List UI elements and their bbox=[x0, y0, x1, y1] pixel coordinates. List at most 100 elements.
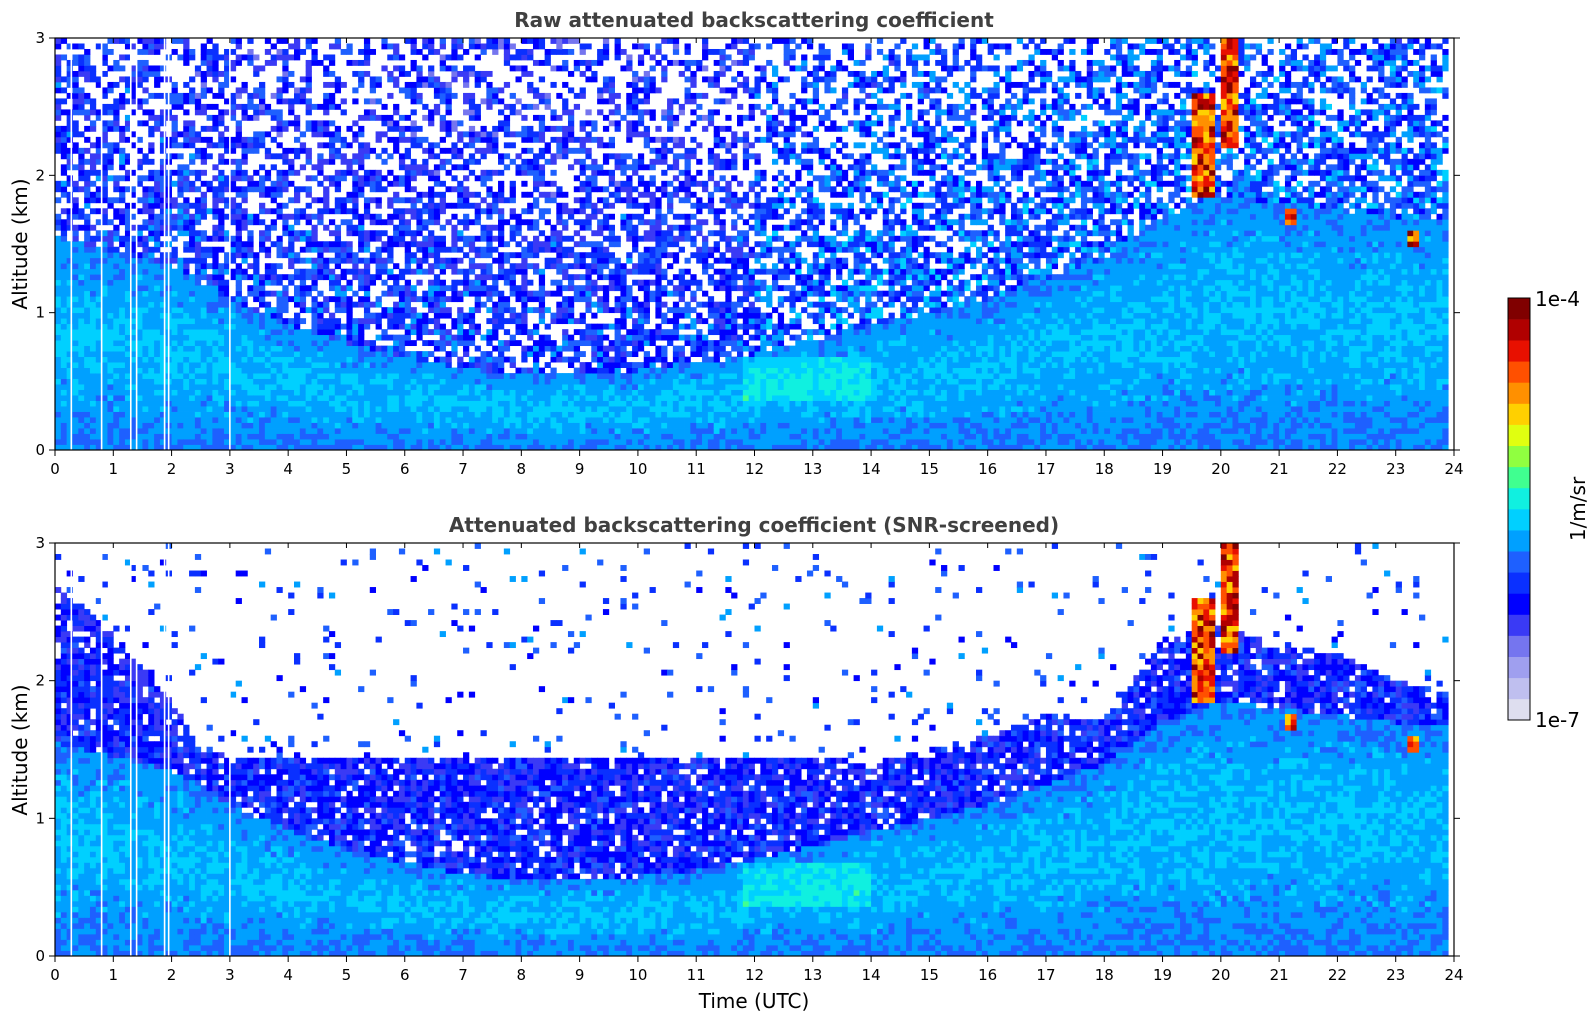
heatmap-cell bbox=[428, 76, 435, 83]
heatmap-cell bbox=[282, 296, 289, 303]
heatmap-cell bbox=[177, 428, 184, 434]
heatmap-cell bbox=[148, 356, 155, 363]
heatmap-cell bbox=[503, 54, 511, 61]
heatmap-cell bbox=[136, 279, 143, 286]
heatmap-cell bbox=[159, 186, 167, 193]
heatmap-cell bbox=[381, 158, 388, 165]
heatmap-cell bbox=[159, 422, 167, 429]
heatmap-cell bbox=[194, 384, 202, 390]
heatmap-cell bbox=[486, 384, 493, 390]
heatmap-cell bbox=[305, 290, 312, 297]
heatmap-cell bbox=[84, 345, 91, 352]
heatmap-cell bbox=[463, 428, 470, 434]
heatmap-cell bbox=[468, 290, 476, 297]
heatmap-cell bbox=[369, 318, 377, 325]
heatmap-cell bbox=[218, 334, 225, 341]
heatmap-cell bbox=[130, 395, 138, 401]
heatmap-cell bbox=[84, 257, 91, 264]
heatmap-cell bbox=[591, 411, 598, 418]
heatmap-cell bbox=[463, 175, 470, 182]
heatmap-cell bbox=[463, 197, 470, 204]
heatmap-cell bbox=[107, 411, 114, 418]
heatmap-cell bbox=[387, 334, 394, 341]
heatmap-cell bbox=[544, 125, 551, 132]
heatmap-cell bbox=[521, 219, 528, 226]
heatmap-cell bbox=[439, 202, 446, 209]
heatmap-cell bbox=[171, 329, 178, 336]
heatmap-cell bbox=[189, 54, 196, 61]
heatmap-cell bbox=[282, 81, 289, 88]
heatmap-cell bbox=[358, 323, 365, 330]
heatmap-cell bbox=[130, 323, 138, 330]
heatmap-cell bbox=[95, 367, 103, 374]
heatmap-cell bbox=[334, 136, 342, 143]
heatmap-cell bbox=[78, 153, 85, 160]
heatmap-cell bbox=[486, 373, 493, 379]
heatmap-cell bbox=[294, 389, 301, 396]
heatmap-cell bbox=[457, 323, 464, 330]
heatmap-cell bbox=[130, 252, 138, 259]
heatmap-cell bbox=[282, 48, 289, 55]
heatmap-cell bbox=[492, 197, 499, 204]
heatmap-cell bbox=[148, 65, 155, 72]
heatmap-cell bbox=[276, 263, 283, 270]
heatmap-cell bbox=[241, 197, 248, 204]
heatmap-cell bbox=[55, 351, 62, 358]
heatmap-cell bbox=[328, 296, 336, 303]
heatmap-cell bbox=[492, 400, 499, 407]
heatmap-cell bbox=[235, 312, 242, 319]
heatmap-cell bbox=[468, 395, 476, 401]
heatmap-cell bbox=[229, 389, 237, 396]
heatmap-cell bbox=[247, 329, 254, 336]
heatmap-cell bbox=[224, 230, 231, 237]
heatmap-cell bbox=[84, 411, 91, 418]
heatmap-cell bbox=[60, 301, 68, 308]
heatmap-cell bbox=[189, 378, 196, 385]
heatmap-cell bbox=[136, 230, 143, 237]
heatmap-cell bbox=[55, 406, 62, 412]
heatmap-cell bbox=[171, 345, 178, 352]
heatmap-cell bbox=[352, 180, 359, 187]
heatmap-cell bbox=[218, 411, 225, 418]
heatmap-cell bbox=[224, 257, 231, 264]
heatmap-cell bbox=[235, 433, 242, 440]
heatmap-cell bbox=[544, 307, 551, 314]
heatmap-cell bbox=[422, 290, 429, 297]
heatmap-cell bbox=[189, 202, 196, 209]
heatmap-cell bbox=[101, 356, 108, 363]
heatmap-cell bbox=[352, 400, 359, 407]
heatmap-cell bbox=[276, 131, 283, 138]
heatmap-cell bbox=[107, 367, 114, 374]
heatmap-cell bbox=[515, 285, 522, 292]
heatmap-cell bbox=[480, 70, 487, 77]
heatmap-cell bbox=[509, 142, 516, 149]
heatmap-cell bbox=[358, 318, 365, 325]
heatmap-cell bbox=[148, 362, 155, 368]
heatmap-cell bbox=[60, 109, 68, 116]
heatmap-cell bbox=[538, 400, 546, 407]
heatmap-cell bbox=[270, 92, 277, 99]
heatmap-cell bbox=[288, 257, 295, 264]
heatmap-cell bbox=[101, 329, 108, 336]
heatmap-cell bbox=[183, 433, 190, 440]
heatmap-cell bbox=[247, 186, 254, 193]
heatmap-cell bbox=[562, 400, 569, 407]
heatmap-cell bbox=[410, 356, 417, 363]
heatmap-cell bbox=[387, 323, 394, 330]
heatmap-cell bbox=[410, 422, 417, 429]
heatmap-cell bbox=[538, 351, 546, 358]
heatmap-cell bbox=[136, 235, 143, 242]
heatmap-cell bbox=[323, 197, 330, 204]
heatmap-cell bbox=[95, 147, 103, 154]
heatmap-cell bbox=[206, 136, 213, 143]
heatmap-cell bbox=[113, 362, 120, 368]
heatmap-cell bbox=[84, 406, 91, 412]
heatmap-cell bbox=[334, 131, 342, 138]
heatmap-cell bbox=[124, 186, 132, 193]
heatmap-cell bbox=[521, 147, 528, 154]
heatmap-cell bbox=[148, 439, 155, 445]
heatmap-cell bbox=[503, 340, 511, 347]
heatmap-cell bbox=[428, 285, 435, 292]
heatmap-cell bbox=[492, 98, 499, 105]
heatmap-cell bbox=[229, 367, 237, 374]
